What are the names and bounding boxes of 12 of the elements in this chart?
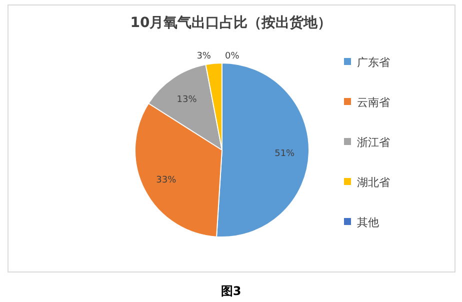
data-label: 33% — [156, 175, 177, 186]
legend-label: 其他 — [357, 216, 379, 229]
text: 0% — [225, 51, 240, 62]
data-label: 13% — [176, 95, 198, 106]
legend-label: 湖北省 — [357, 176, 390, 189]
caption: 图3 — [220, 284, 242, 298]
legend-label: 云南省 — [357, 96, 390, 109]
chart-title: 10月氧气出口占比（按出货地） — [130, 15, 332, 31]
legend-label: 浙江省 — [357, 136, 390, 149]
data-label: 51% — [274, 148, 296, 159]
legend-label: 广东省 — [357, 56, 390, 69]
data-label: 3% — [196, 52, 212, 62]
